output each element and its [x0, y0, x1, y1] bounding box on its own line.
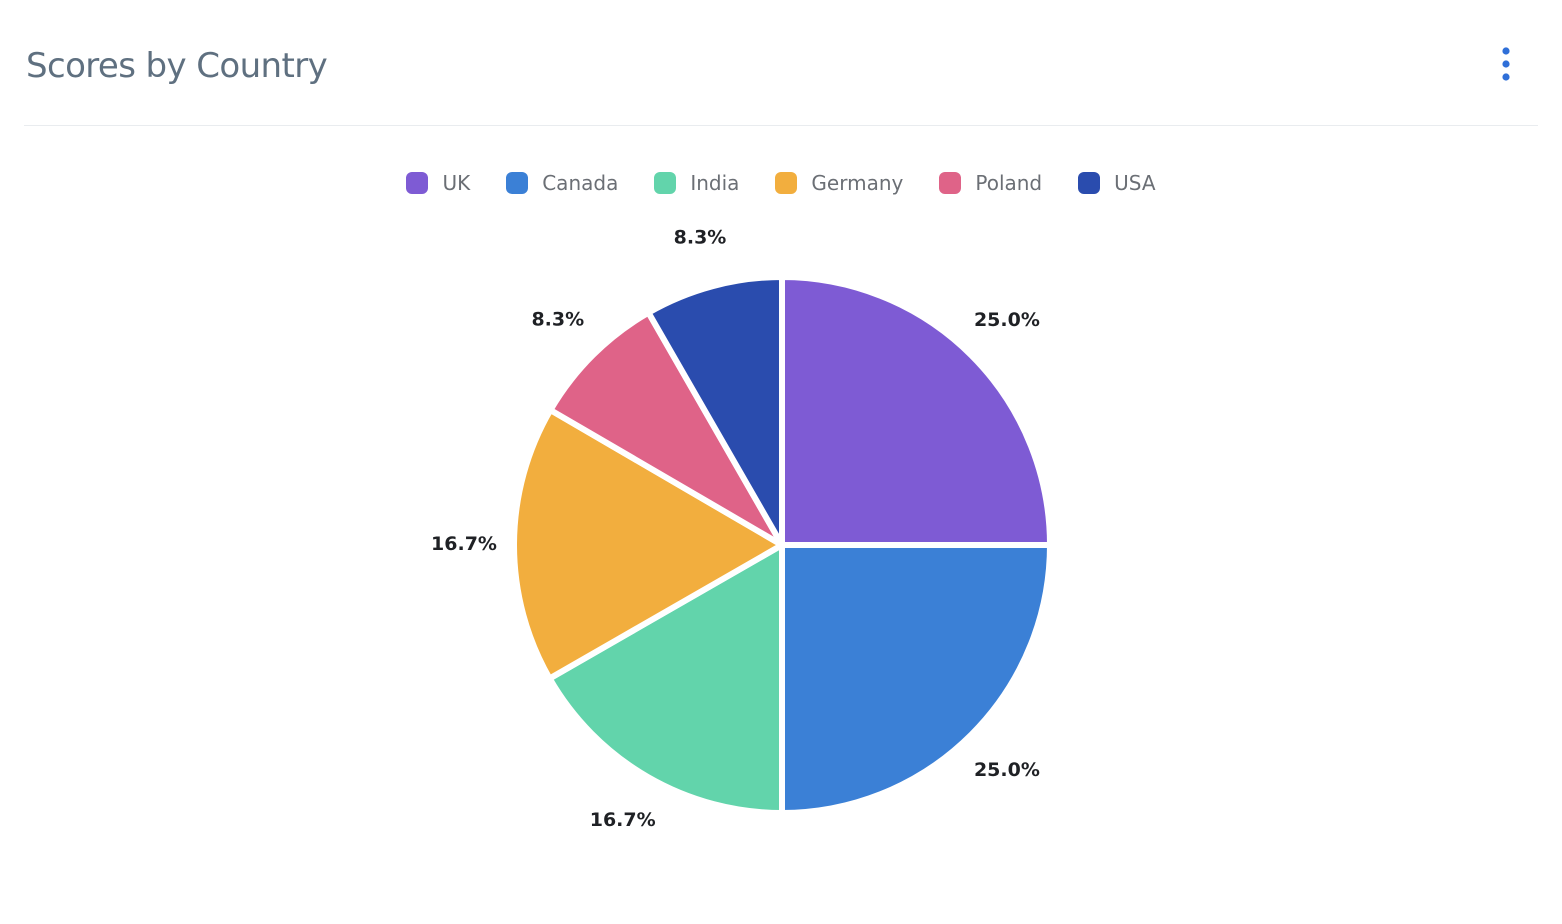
chart-legend: UK Canada India Germany Poland USA: [0, 166, 1562, 200]
legend-label: USA: [1114, 171, 1156, 195]
legend-label: Canada: [542, 171, 619, 195]
chart-title: Scores by Country: [26, 46, 328, 86]
pie-slice-canada[interactable]: [779, 542, 1053, 816]
legend-item-usa[interactable]: USA: [1078, 171, 1156, 195]
legend-swatch: [654, 172, 677, 194]
legend-label: UK: [442, 171, 471, 195]
legend-swatch: [939, 172, 962, 194]
legend-label: Poland: [975, 171, 1043, 195]
pie-slice-india[interactable]: [546, 542, 785, 816]
legend-swatch: [506, 172, 529, 194]
slice-label-uk: 25.0%: [974, 309, 1040, 331]
header-divider: [24, 125, 1538, 126]
slice-label-india: 16.7%: [590, 809, 656, 831]
card-header: Scores by Country: [0, 0, 1562, 126]
legend-swatch: [406, 172, 429, 194]
pie-slice-usa[interactable]: [645, 274, 785, 548]
slice-label-poland: 8.3%: [531, 308, 584, 330]
slice-label-canada: 25.0%: [974, 759, 1040, 781]
legend-swatch: [1078, 172, 1101, 194]
legend-item-canada[interactable]: Canada: [506, 171, 618, 195]
legend-item-uk[interactable]: UK: [406, 171, 470, 195]
slice-label-usa: 8.3%: [674, 227, 727, 249]
legend-swatch: [775, 172, 798, 194]
more-options-button[interactable]: [1488, 42, 1524, 86]
legend-item-poland[interactable]: Poland: [939, 171, 1042, 195]
slice-label-germany: 16.7%: [431, 533, 497, 555]
legend-label: India: [690, 171, 740, 195]
pie-slice-poland[interactable]: [547, 309, 785, 548]
legend-label: Germany: [811, 171, 904, 195]
legend-item-germany[interactable]: Germany: [775, 171, 903, 195]
pie-slice-uk[interactable]: [779, 274, 1053, 548]
legend-item-india[interactable]: India: [654, 171, 739, 195]
vertical-ellipsis-icon: [1502, 47, 1510, 81]
pie-slice-germany[interactable]: [511, 407, 785, 682]
